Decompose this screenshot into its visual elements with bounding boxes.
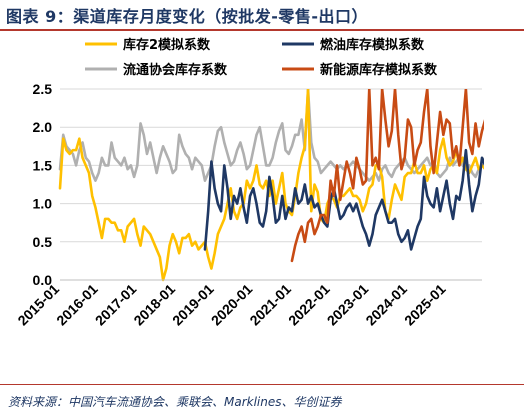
legend-label-0: 库存2模拟系数: [123, 37, 211, 53]
footer-divider: [0, 384, 524, 385]
series-line-2: [58, 89, 484, 182]
y-tick-label-1: 0.5: [33, 234, 53, 250]
y-tick-label-5: 2.5: [33, 81, 53, 97]
y-tick-label-0: 0.0: [33, 272, 53, 288]
y-tick-label-4: 2.0: [33, 119, 53, 135]
x-tick-label-4: 2019-01: [169, 281, 217, 329]
series-line-1: [203, 148, 484, 251]
chart-title: 图表 9：渠道库存月度变化（按批发-零售-出口）: [6, 7, 368, 26]
y-tick-label-3: 1.5: [33, 157, 53, 173]
x-tick-label-10: 2025-01: [401, 281, 449, 329]
title-divider: [0, 29, 524, 31]
series-line-3: [290, 89, 484, 263]
x-tick-label-7: 2022-01: [285, 281, 333, 329]
y-tick-label-2: 1.0: [33, 196, 53, 212]
x-tick-label-2: 2017-01: [92, 281, 140, 329]
legend-label-1: 燃油库存模拟系数: [320, 37, 425, 53]
plot-lines: [58, 89, 484, 282]
legend-label-2: 流通协会库存系数: [123, 62, 228, 78]
legend-label-3: 新能源库存模拟系数: [320, 62, 438, 78]
x-tick-label-5: 2020-01: [208, 281, 256, 329]
x-tick-label-3: 2018-01: [130, 281, 178, 329]
x-tick-label-8: 2023-01: [324, 281, 372, 329]
series-line-0: [58, 89, 484, 282]
x-tick-label-1: 2016-01: [53, 281, 101, 329]
source-note: 资料来源：中国汽车流通协会、乘联会、Marklines、华创证券: [8, 395, 342, 409]
x-tick-label-6: 2021-01: [246, 281, 294, 329]
x-tick-label-9: 2024-01: [362, 281, 410, 329]
line-chart: 0.00.51.01.52.02.52015-012016-012017-012…: [14, 37, 484, 329]
